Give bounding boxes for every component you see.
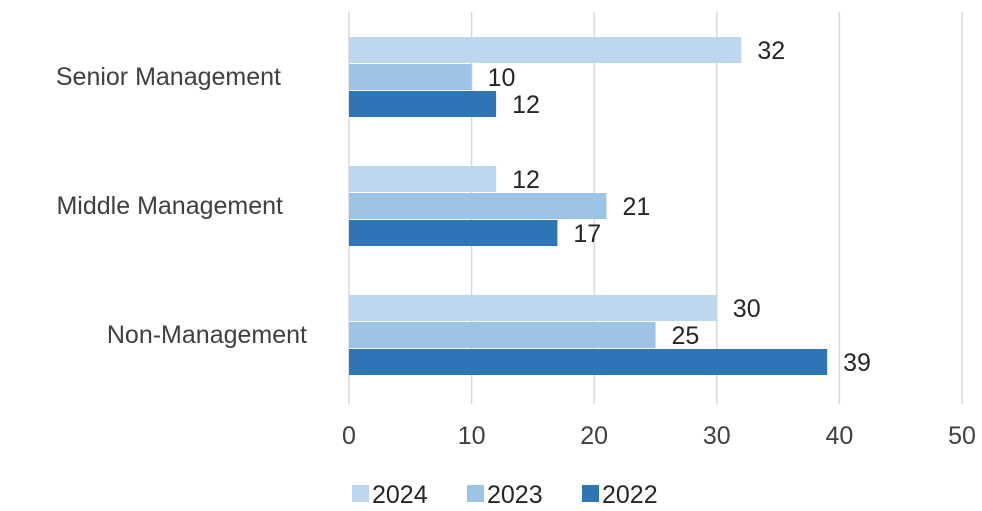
legend-label: 2022 xyxy=(602,481,658,509)
bar-2024 xyxy=(349,37,742,63)
data-label: 39 xyxy=(843,349,871,377)
labels: 0 10 20 30 40 50 Senior Management Middle Manag… xyxy=(56,37,976,450)
bar-2024 xyxy=(349,166,497,192)
x-tick-label: 20 xyxy=(580,422,608,450)
data-label: 10 xyxy=(488,64,516,92)
legend: 2024 2023 2022 xyxy=(352,481,658,509)
x-tick-label: 40 xyxy=(825,422,853,450)
data-label: 12 xyxy=(512,91,540,119)
bar-2023 xyxy=(349,193,607,219)
legend-label: 2024 xyxy=(372,481,428,509)
data-label: 21 xyxy=(622,193,650,221)
x-tick-label: 10 xyxy=(458,422,486,450)
bar-2023 xyxy=(349,64,472,90)
category-label: Non-Management xyxy=(107,321,307,349)
legend-label: 2023 xyxy=(487,481,543,509)
category-label: Middle Management xyxy=(56,192,283,220)
x-tick-label: 30 xyxy=(703,422,731,450)
legend-swatch xyxy=(582,485,599,502)
data-label: 17 xyxy=(573,220,601,248)
bar-2024 xyxy=(349,295,717,321)
bar-2022 xyxy=(349,220,558,246)
bar-2022 xyxy=(349,91,497,117)
bar-2022 xyxy=(349,349,828,375)
legend-swatch xyxy=(467,485,484,502)
bars xyxy=(349,37,828,375)
legend-swatch xyxy=(352,485,369,502)
data-label: 32 xyxy=(757,37,785,65)
x-tick-label: 0 xyxy=(342,422,356,450)
data-label: 30 xyxy=(733,295,761,323)
data-label: 12 xyxy=(512,166,540,194)
category-label: Senior Management xyxy=(56,63,281,91)
x-tick-label: 50 xyxy=(948,422,976,450)
data-label: 25 xyxy=(672,322,700,350)
bar-2023 xyxy=(349,322,656,348)
